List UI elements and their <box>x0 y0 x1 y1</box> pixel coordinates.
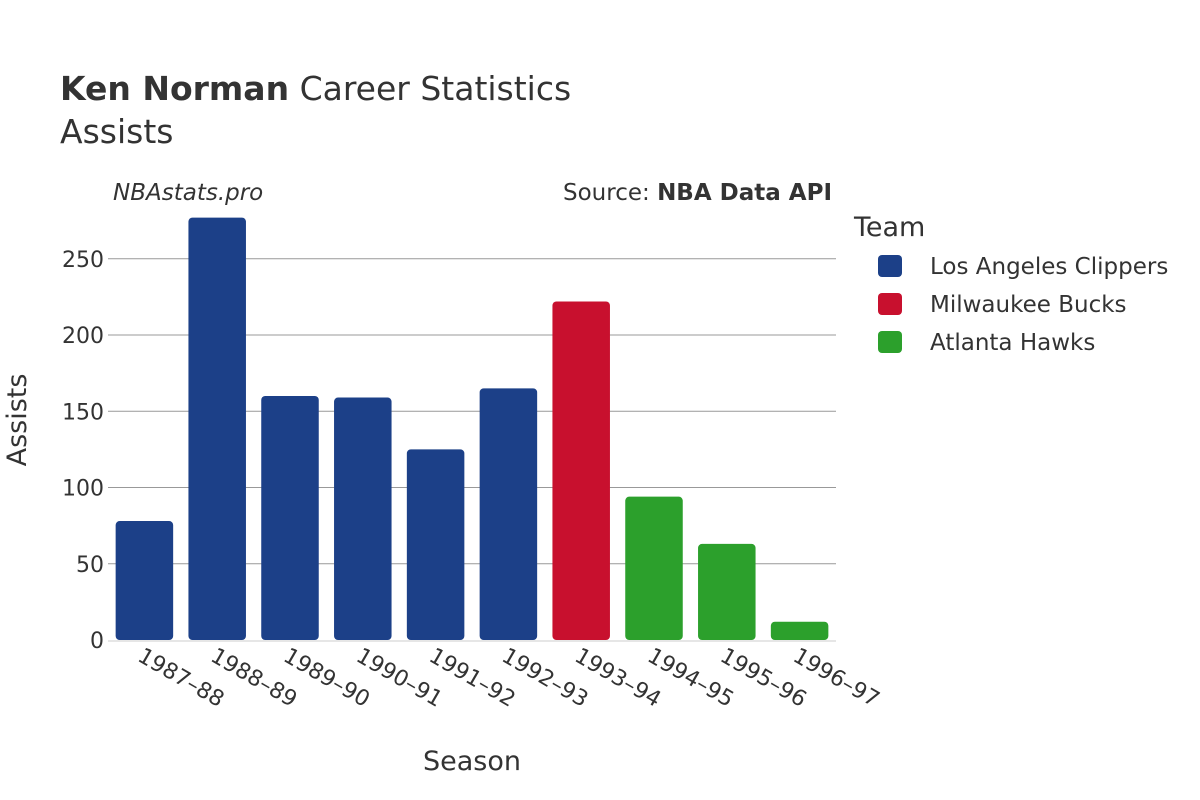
x-axis-ticks: 1987–881988–891989–901990–911991–921992–… <box>133 644 883 713</box>
bar-1994–95 <box>625 496 683 640</box>
legend-swatch <box>878 293 902 315</box>
y-axis-title: Assists <box>2 374 33 467</box>
legend-item-label: Los Angeles Clippers <box>930 254 1168 280</box>
watermark: NBAstats.pro <box>113 180 263 206</box>
y-tick-label: 200 <box>62 324 104 349</box>
bar-1992–93 <box>479 388 538 640</box>
legend-item-label: Milwaukee Bucks <box>930 292 1127 318</box>
legend-item-label: Atlanta Hawks <box>930 330 1095 356</box>
x-axis-title: Season <box>423 746 521 777</box>
title-suffix: Career Statistics <box>289 69 571 108</box>
bar-1996–97 <box>770 621 829 640</box>
bar-1993–94 <box>552 301 610 640</box>
bar-1989–90 <box>261 396 319 640</box>
y-tick-label: 150 <box>62 400 104 425</box>
y-tick-label: 50 <box>76 553 104 578</box>
bar-1991–92 <box>406 449 465 640</box>
legend-swatch <box>878 255 902 277</box>
y-axis-ticks: 0 50 100 150 200 250 <box>62 248 104 654</box>
bar-1988–89 <box>188 217 246 640</box>
y-tick-label: 0 <box>90 629 104 654</box>
chart-title: Ken Norman Career Statistics <box>60 69 571 108</box>
source-credit: Source: NBA Data API <box>563 180 832 206</box>
y-tick-label: 100 <box>62 477 104 502</box>
bar-1990–91 <box>334 397 392 640</box>
source-name: NBA Data API <box>657 180 832 206</box>
bars <box>115 217 829 640</box>
bar-1987–88 <box>115 521 174 640</box>
y-tick-label: 250 <box>62 248 104 273</box>
player-name: Ken Norman <box>60 69 289 108</box>
chart-subtitle: Assists <box>60 112 173 151</box>
source-prefix: Source: <box>563 180 657 206</box>
legend-swatch <box>878 331 902 353</box>
legend: Los Angeles Clippers Milwaukee Bucks Atlan… <box>878 254 1168 356</box>
bar-1995–96 <box>698 543 756 640</box>
legend-title: Team <box>853 212 925 243</box>
